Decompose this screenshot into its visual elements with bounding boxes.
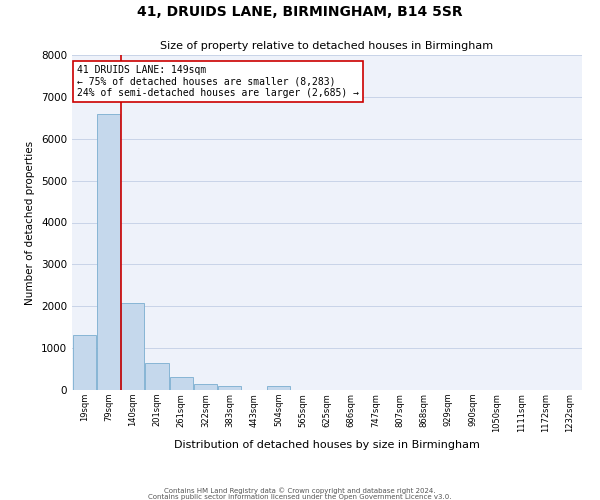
Y-axis label: Number of detached properties: Number of detached properties: [25, 140, 35, 304]
X-axis label: Distribution of detached houses by size in Birmingham: Distribution of detached houses by size …: [174, 440, 480, 450]
Bar: [267, 386, 290, 390]
Bar: [218, 386, 241, 390]
Text: 41 DRUIDS LANE: 149sqm
← 75% of detached houses are smaller (8,283)
24% of semi-: 41 DRUIDS LANE: 149sqm ← 75% of detached…: [77, 65, 359, 98]
Text: Contains public sector information licensed under the Open Government Licence v3: Contains public sector information licen…: [148, 494, 452, 500]
Bar: [97, 114, 120, 390]
Bar: [194, 384, 217, 390]
Text: 41, DRUIDS LANE, BIRMINGHAM, B14 5SR: 41, DRUIDS LANE, BIRMINGHAM, B14 5SR: [137, 5, 463, 19]
Text: Contains HM Land Registry data © Crown copyright and database right 2024.: Contains HM Land Registry data © Crown c…: [164, 487, 436, 494]
Bar: [121, 303, 144, 390]
Bar: [170, 378, 193, 390]
Bar: [73, 334, 95, 390]
Bar: [145, 363, 169, 390]
Title: Size of property relative to detached houses in Birmingham: Size of property relative to detached ho…: [160, 42, 494, 51]
